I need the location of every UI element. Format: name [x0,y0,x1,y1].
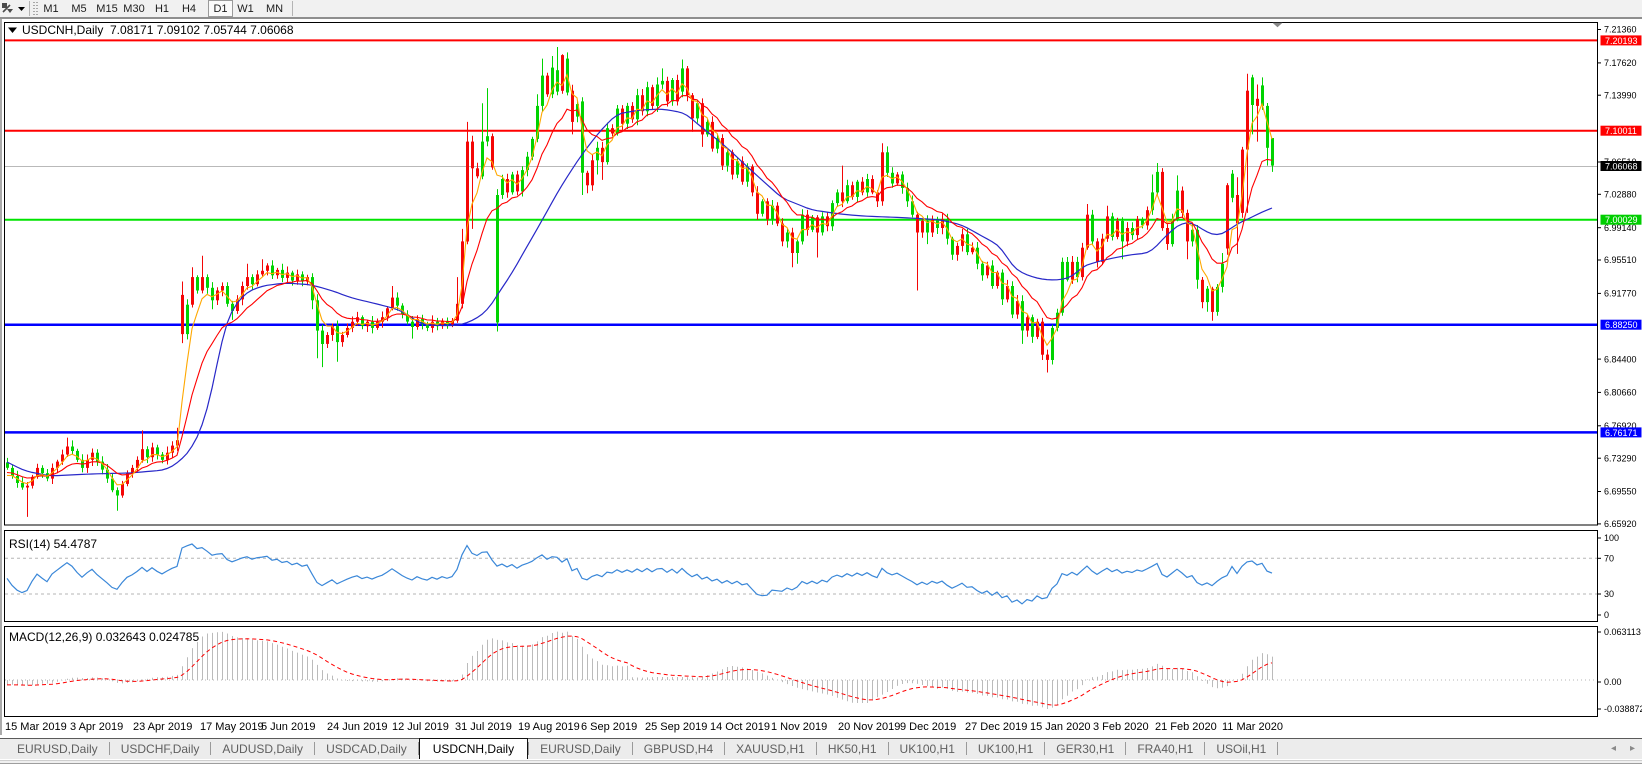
svg-text:19 Aug 2019: 19 Aug 2019 [518,721,580,733]
svg-text:6.95510: 6.95510 [1604,255,1637,265]
svg-text:24 Jun 2019: 24 Jun 2019 [327,721,388,733]
svg-text:20 Nov 2019: 20 Nov 2019 [838,721,900,733]
svg-text:MACD(12,26,9) 0.032643 0.02478: MACD(12,26,9) 0.032643 0.024785 [9,630,199,644]
svg-text:6.88250: 6.88250 [1605,320,1638,330]
svg-text:6.73290: 6.73290 [1604,453,1637,463]
svg-text:6.69550: 6.69550 [1604,487,1637,497]
svg-text:31 Jul 2019: 31 Jul 2019 [455,721,512,733]
svg-text:12 Jul 2019: 12 Jul 2019 [392,721,449,733]
svg-text:6.76171: 6.76171 [1605,428,1638,438]
svg-text:7.13990: 7.13990 [1604,90,1637,100]
svg-text:6 Sep 2019: 6 Sep 2019 [581,721,637,733]
svg-text:7.17620: 7.17620 [1604,58,1637,68]
svg-text:RSI(14) 54.4787: RSI(14) 54.4787 [9,537,97,551]
svg-text:6.76920: 6.76920 [1604,421,1637,431]
svg-text:-0.038872: -0.038872 [1604,704,1642,714]
svg-text:14 Oct 2019: 14 Oct 2019 [710,721,770,733]
svg-text:6.65920: 6.65920 [1604,519,1637,529]
svg-text:9 Dec 2019: 9 Dec 2019 [900,721,956,733]
svg-text:USDCNH,Daily 7.08171 7.09102: USDCNH,Daily 7.08171 7.09102 7.05744 7.0… [22,23,294,37]
svg-text:7.00029: 7.00029 [1605,215,1638,225]
svg-text:25 Sep 2019: 25 Sep 2019 [645,721,707,733]
svg-text:3 Apr 2019: 3 Apr 2019 [70,721,123,733]
svg-text:30: 30 [1604,589,1614,599]
svg-text:11 Mar 2020: 11 Mar 2020 [1222,721,1283,733]
svg-text:7.20193: 7.20193 [1605,36,1638,46]
svg-text:70: 70 [1604,554,1614,564]
svg-text:17 May 2019: 17 May 2019 [200,721,264,733]
svg-text:7.02880: 7.02880 [1604,190,1637,200]
svg-text:7.21360: 7.21360 [1604,25,1637,35]
svg-text:15 Mar 2019: 15 Mar 2019 [5,721,67,733]
svg-text:21 Feb 2020: 21 Feb 2020 [1155,721,1217,733]
svg-text:7.10011: 7.10011 [1605,126,1637,136]
svg-text:15 Jan 2020: 15 Jan 2020 [1030,721,1091,733]
svg-text:6.99140: 6.99140 [1604,223,1637,233]
svg-text:0.063113: 0.063113 [1604,627,1641,637]
svg-text:6.80660: 6.80660 [1604,388,1637,398]
svg-text:6.84400: 6.84400 [1604,354,1637,364]
svg-text:5 Jun 2019: 5 Jun 2019 [261,721,315,733]
svg-text:23 Apr 2019: 23 Apr 2019 [133,721,192,733]
svg-text:0.00: 0.00 [1604,677,1622,687]
svg-text:6.91770: 6.91770 [1604,289,1637,299]
svg-text:7.06068: 7.06068 [1605,161,1638,171]
svg-text:1 Nov 2019: 1 Nov 2019 [771,721,827,733]
svg-text:0: 0 [1604,610,1609,620]
svg-text:3 Feb 2020: 3 Feb 2020 [1093,721,1149,733]
svg-text:100: 100 [1604,533,1619,543]
svg-text:27 Dec 2019: 27 Dec 2019 [965,721,1027,733]
